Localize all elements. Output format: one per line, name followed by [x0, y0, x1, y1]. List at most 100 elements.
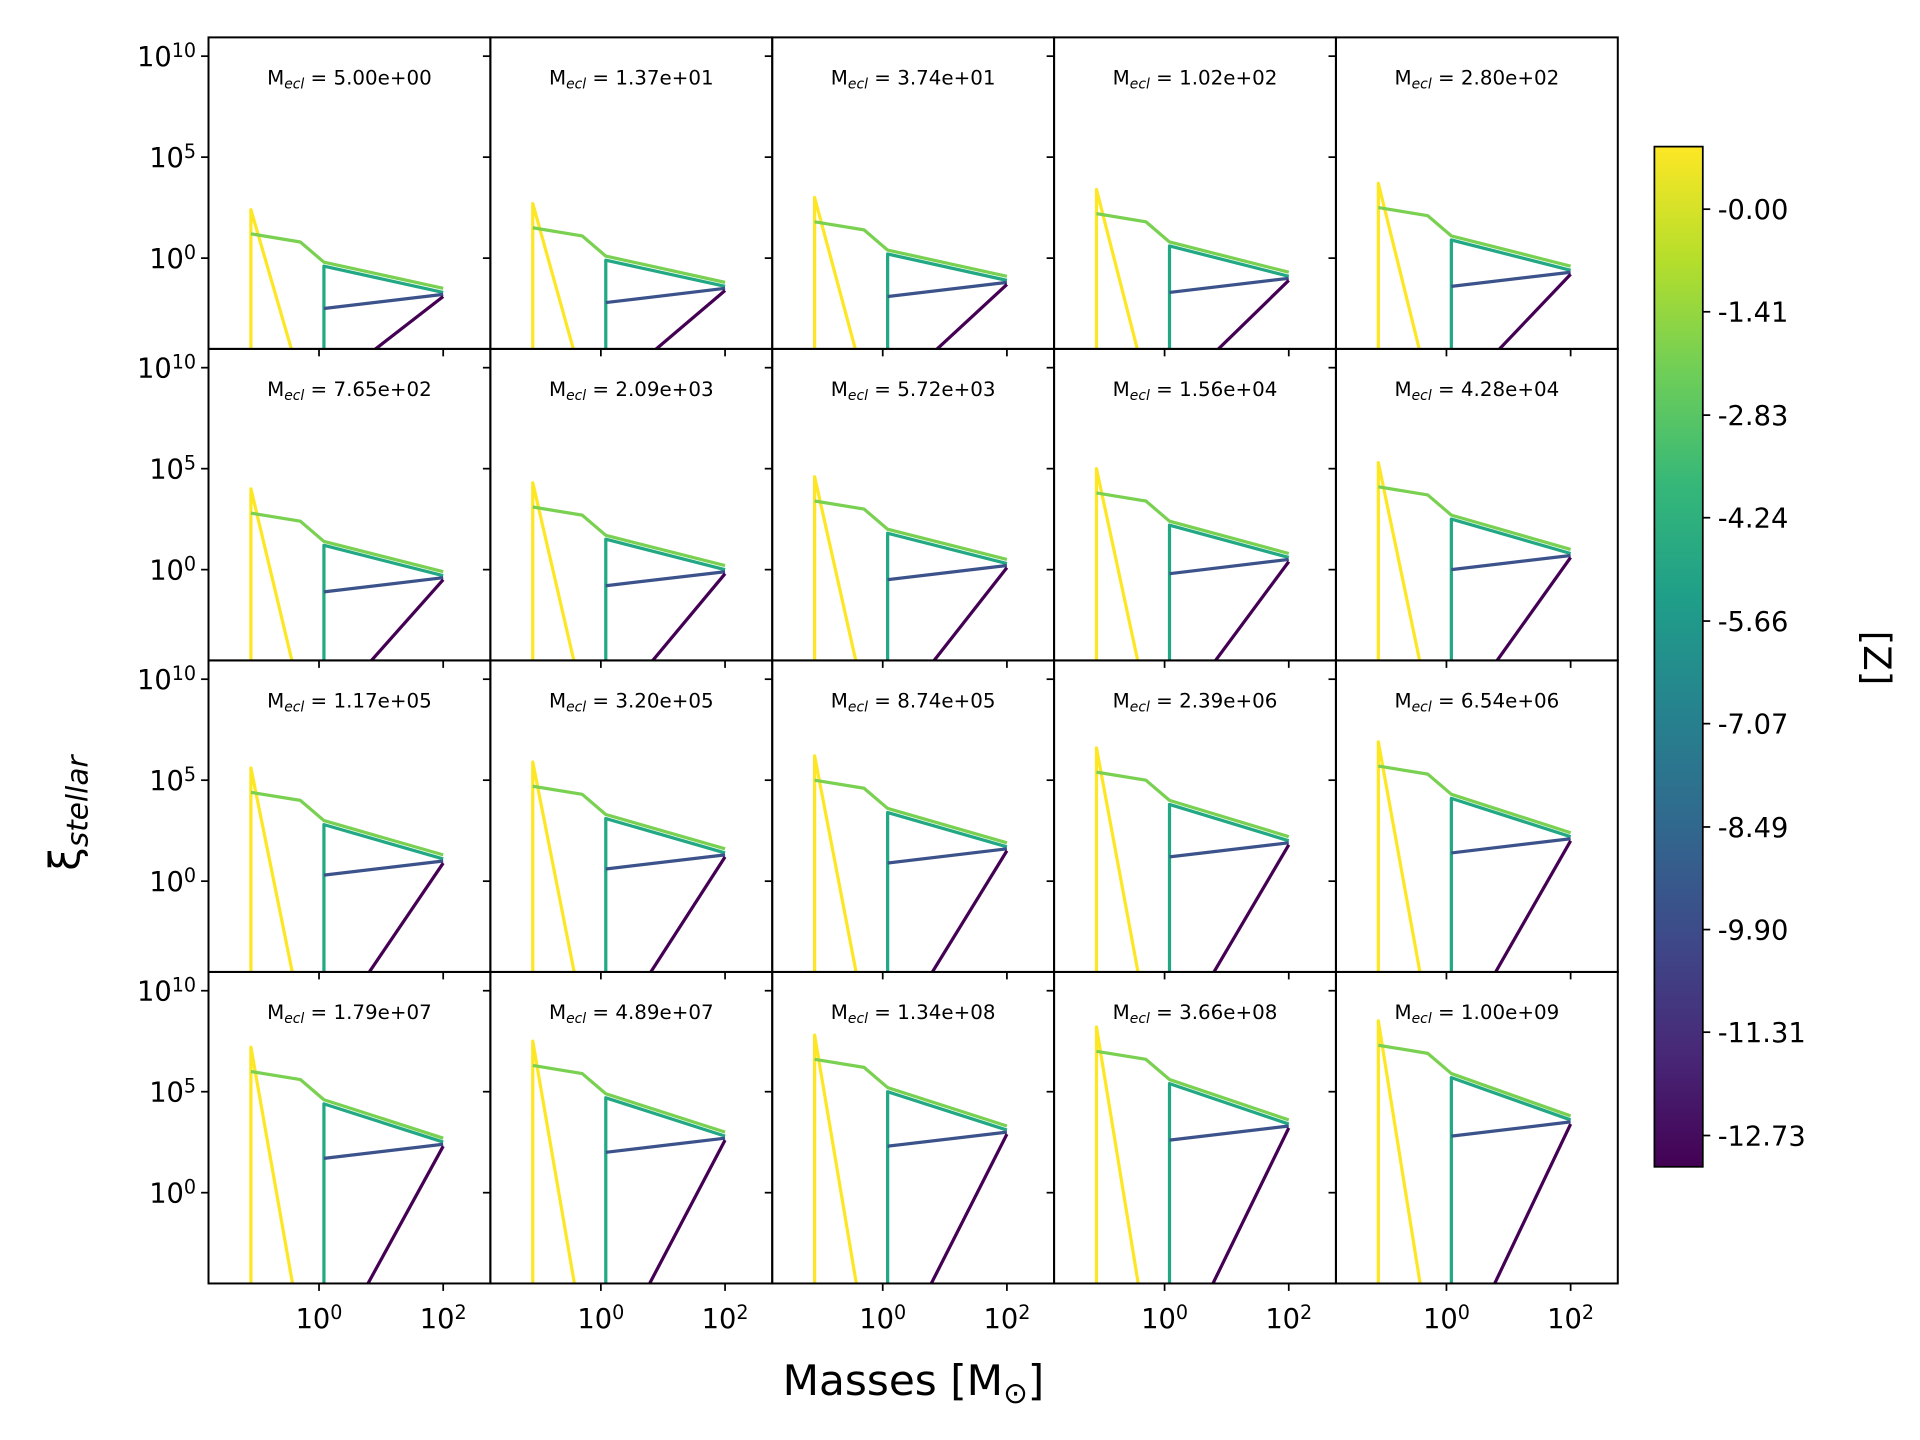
x-axis-label: Masses [M⊙] — [783, 1356, 1045, 1410]
y-tick-label: 105 — [149, 141, 196, 175]
line-series — [1094, 746, 1140, 972]
line-series — [531, 1039, 577, 1284]
line-series — [1096, 491, 1290, 556]
line-series — [1449, 796, 1572, 972]
line-series — [605, 570, 726, 588]
x-tick-label: 100 — [859, 1302, 906, 1336]
plot-area — [249, 766, 445, 972]
plot-area — [531, 201, 727, 349]
line-series — [887, 280, 1008, 299]
panel-title: Mecl = 1.34e+08 — [831, 1001, 996, 1027]
plot-area — [813, 754, 1009, 972]
panel: Mecl = 1.37e+01 — [482, 36, 774, 357]
panel-title: Mecl = 4.89e+07 — [549, 1001, 714, 1027]
plot-area — [249, 1045, 445, 1284]
plot-area — [1376, 460, 1572, 661]
panel-title: Mecl = 5.72e+03 — [831, 378, 996, 404]
panel-title: Mecl = 4.28e+04 — [1395, 378, 1560, 404]
line-series — [322, 543, 444, 661]
panel-title: Mecl = 1.56e+04 — [1113, 378, 1278, 404]
line-series — [1167, 523, 1290, 661]
panel: Mecl = 5.72e+03 — [764, 347, 1056, 668]
line-series — [1497, 273, 1572, 349]
line-series — [1169, 841, 1289, 859]
plot-area — [531, 481, 727, 661]
x-tick-label: 100 — [296, 1302, 343, 1336]
plot-area — [1094, 746, 1291, 972]
line-series — [1378, 205, 1572, 268]
line-series — [813, 195, 857, 349]
line-series — [531, 201, 575, 349]
line-series — [322, 264, 444, 349]
line-series — [323, 859, 444, 877]
panel-title: Mecl = 6.54e+06 — [1395, 690, 1560, 716]
panel-title: Mecl = 1.02e+02 — [1113, 67, 1278, 93]
panel-title: Mecl = 1.00e+09 — [1395, 1001, 1560, 1027]
colorbar-tick-label: -9.90 — [1718, 916, 1789, 947]
line-series — [1378, 764, 1572, 835]
line-series — [250, 790, 444, 857]
line-series — [250, 511, 444, 574]
line-series — [814, 778, 1008, 845]
plot-area — [1094, 187, 1290, 349]
plot-area — [813, 475, 1009, 661]
panel-title: Mecl = 5.00e+00 — [267, 67, 432, 93]
line-series — [1094, 467, 1140, 661]
line-series — [531, 760, 576, 972]
line-series — [323, 1142, 444, 1160]
panel: Mecl = 1.79e+07 100 105 1010 100 102 — [137, 970, 492, 1336]
line-series — [932, 566, 1009, 661]
line-series — [532, 1063, 726, 1134]
line-series — [605, 853, 726, 871]
plot-area — [249, 208, 445, 349]
line-series — [1094, 187, 1139, 349]
line-series — [1451, 1120, 1571, 1138]
panel: Mecl = 1.34e+08 100 102 — [764, 970, 1056, 1336]
line-series — [1169, 1124, 1289, 1142]
plot-area — [1094, 1025, 1291, 1284]
line-series — [604, 258, 726, 349]
plot-area — [249, 487, 445, 661]
y-tick-label: 100 — [149, 553, 196, 587]
line-series — [532, 505, 726, 568]
line-series — [604, 816, 726, 972]
line-series — [604, 1096, 726, 1284]
line-series — [813, 754, 858, 972]
y-tick-label: 1010 — [137, 40, 196, 74]
panel: Mecl = 8.74e+05 — [764, 659, 1056, 980]
colorbar — [1653, 145, 1704, 1168]
y-tick-label: 105 — [149, 1075, 196, 1109]
line-series — [1169, 276, 1289, 295]
line-series — [1169, 557, 1289, 576]
panel: Mecl = 3.20e+05 — [482, 659, 774, 980]
line-series — [813, 1033, 858, 1284]
y-tick-label: 1010 — [137, 663, 196, 697]
line-series — [531, 481, 576, 661]
line-series — [1376, 460, 1422, 661]
line-series — [322, 1102, 444, 1284]
colorbar-tick-label: -1.41 — [1718, 298, 1789, 329]
x-tick-label: 100 — [577, 1302, 624, 1336]
panel: Mecl = 4.89e+07 100 102 — [482, 970, 774, 1336]
plot-area — [1376, 740, 1573, 972]
x-tick-label: 102 — [983, 1302, 1030, 1336]
panel-title: Mecl = 7.65e+02 — [267, 378, 432, 404]
panel: Mecl = 1.17e+05 100 105 1010 — [137, 659, 492, 980]
line-series — [1449, 1075, 1572, 1284]
line-series — [814, 220, 1008, 278]
panel-title: Mecl = 2.09e+03 — [549, 378, 714, 404]
line-series — [886, 810, 1008, 972]
panel: Mecl = 2.09e+03 — [482, 347, 774, 668]
line-series — [1376, 181, 1421, 349]
x-tick-label: 102 — [702, 1302, 749, 1336]
x-tick-label: 102 — [420, 1302, 467, 1336]
line-series — [934, 283, 1009, 349]
y-tick-label: 1010 — [137, 974, 196, 1008]
plot-area — [1376, 181, 1572, 349]
line-series — [1492, 1123, 1573, 1284]
line-series — [647, 1139, 727, 1284]
line-series — [1216, 279, 1290, 349]
panel-title: Mecl = 3.66e+08 — [1113, 1001, 1278, 1027]
line-series — [887, 563, 1008, 582]
